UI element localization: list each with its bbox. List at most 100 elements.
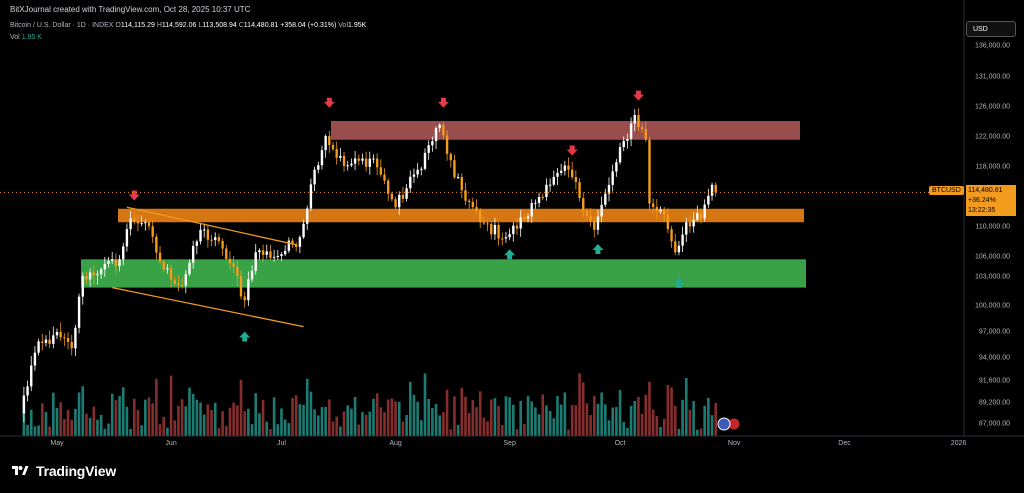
candle-body	[585, 210, 589, 216]
volume-bar	[232, 402, 235, 436]
sell-arrow-icon	[632, 90, 644, 101]
candle-body	[122, 246, 125, 260]
volume-bar	[33, 426, 37, 436]
price-tick-label: 118,000.00	[975, 164, 1010, 171]
volume-bar	[125, 406, 129, 436]
candle-body	[291, 240, 294, 245]
volume-bar	[228, 407, 232, 436]
candle-body	[552, 176, 555, 185]
volume-bar	[500, 424, 504, 436]
candle-body	[593, 220, 596, 230]
candle-body	[578, 182, 581, 199]
volume-bar	[265, 421, 269, 436]
candle-body	[571, 169, 574, 178]
currency-flag-icon[interactable]	[717, 417, 741, 431]
volume-bar	[243, 411, 246, 436]
volume-bar	[136, 410, 140, 436]
volume-bar	[456, 424, 460, 436]
volume-bar	[107, 423, 110, 436]
time-tick-label: Nov	[728, 440, 741, 447]
candle-body	[648, 139, 651, 204]
candle-body	[48, 339, 51, 344]
volume-bar	[140, 425, 143, 436]
volume-bar	[537, 414, 541, 436]
price-zone[interactable]	[118, 208, 804, 223]
volume-bar	[526, 395, 530, 436]
volume-bar	[280, 408, 283, 436]
candle-body	[659, 209, 662, 212]
ohlc-legend[interactable]: Bitcoin / U.S. Dollar · 1D · INDEX O114,…	[10, 22, 366, 29]
candle-body	[52, 335, 55, 344]
candle-body	[339, 155, 342, 158]
candle-body	[467, 200, 471, 203]
candle-body	[582, 198, 585, 211]
volume-bar	[99, 414, 103, 436]
buy-arrow-icon	[592, 244, 604, 254]
price-tick-label: 106,000.00	[975, 254, 1010, 261]
candle-body	[324, 136, 327, 151]
candle-body	[63, 337, 66, 339]
volume-bar	[615, 407, 618, 436]
volume-bar	[567, 429, 570, 436]
candle-body	[92, 272, 95, 276]
volume-bar	[714, 402, 718, 436]
candle-body	[309, 184, 313, 209]
candle-body	[368, 158, 371, 167]
volume-legend[interactable]: Vol 1.95 K	[10, 34, 42, 41]
volume-bar	[313, 409, 316, 436]
volume-bar	[515, 429, 519, 436]
candle-body	[129, 218, 132, 230]
candle-body	[162, 261, 165, 270]
volume-bar	[666, 384, 670, 436]
volume-bar	[467, 413, 471, 436]
candle-body	[600, 204, 603, 217]
candle-body	[537, 196, 541, 203]
volume-bar	[523, 424, 526, 436]
volume-bar	[489, 399, 493, 436]
volume-bar	[581, 382, 585, 436]
candle-body	[107, 260, 110, 264]
time-tick-label: 2026	[951, 440, 967, 447]
volume-bar	[375, 393, 379, 436]
brand-name: TradingView	[36, 463, 117, 479]
channel-line[interactable]	[112, 286, 304, 328]
volume-bar	[52, 392, 55, 436]
candle-body	[203, 229, 206, 231]
candle-body	[710, 184, 714, 196]
volume-bar	[70, 419, 74, 436]
candle-body	[427, 145, 430, 153]
volume-bar	[258, 413, 261, 436]
candle-body	[81, 276, 84, 297]
volume-bar	[707, 397, 710, 436]
candle-body	[387, 180, 390, 194]
volume-bar	[629, 405, 633, 436]
price-zone[interactable]	[331, 121, 800, 140]
candle-body	[74, 327, 77, 349]
candle-body	[434, 128, 438, 142]
candle-body	[607, 184, 611, 194]
candle-body	[390, 193, 394, 200]
candle-body	[394, 199, 397, 208]
volume-bar	[361, 412, 364, 436]
candle-body	[287, 240, 291, 251]
volume-bar	[497, 406, 500, 436]
candle-body	[236, 266, 239, 276]
candle-body	[265, 251, 268, 255]
candle-body	[696, 213, 699, 220]
price-zone[interactable]	[81, 259, 806, 288]
volume-bar	[114, 400, 118, 436]
volume-bar	[640, 413, 644, 436]
volume-bar	[607, 420, 611, 436]
tradingview-logo[interactable]: TradingView	[9, 463, 116, 479]
candle-body	[681, 234, 684, 246]
vol-line-value: 1.95 K	[21, 34, 42, 41]
volume-bar	[88, 418, 92, 436]
volume-bar	[328, 399, 331, 436]
volume-bar	[644, 394, 648, 436]
candle-body	[214, 237, 217, 240]
candle-body	[177, 283, 180, 285]
channel-line[interactable]	[126, 206, 297, 246]
currency-button[interactable]: USD	[966, 21, 1016, 37]
volume-bar	[155, 378, 158, 436]
